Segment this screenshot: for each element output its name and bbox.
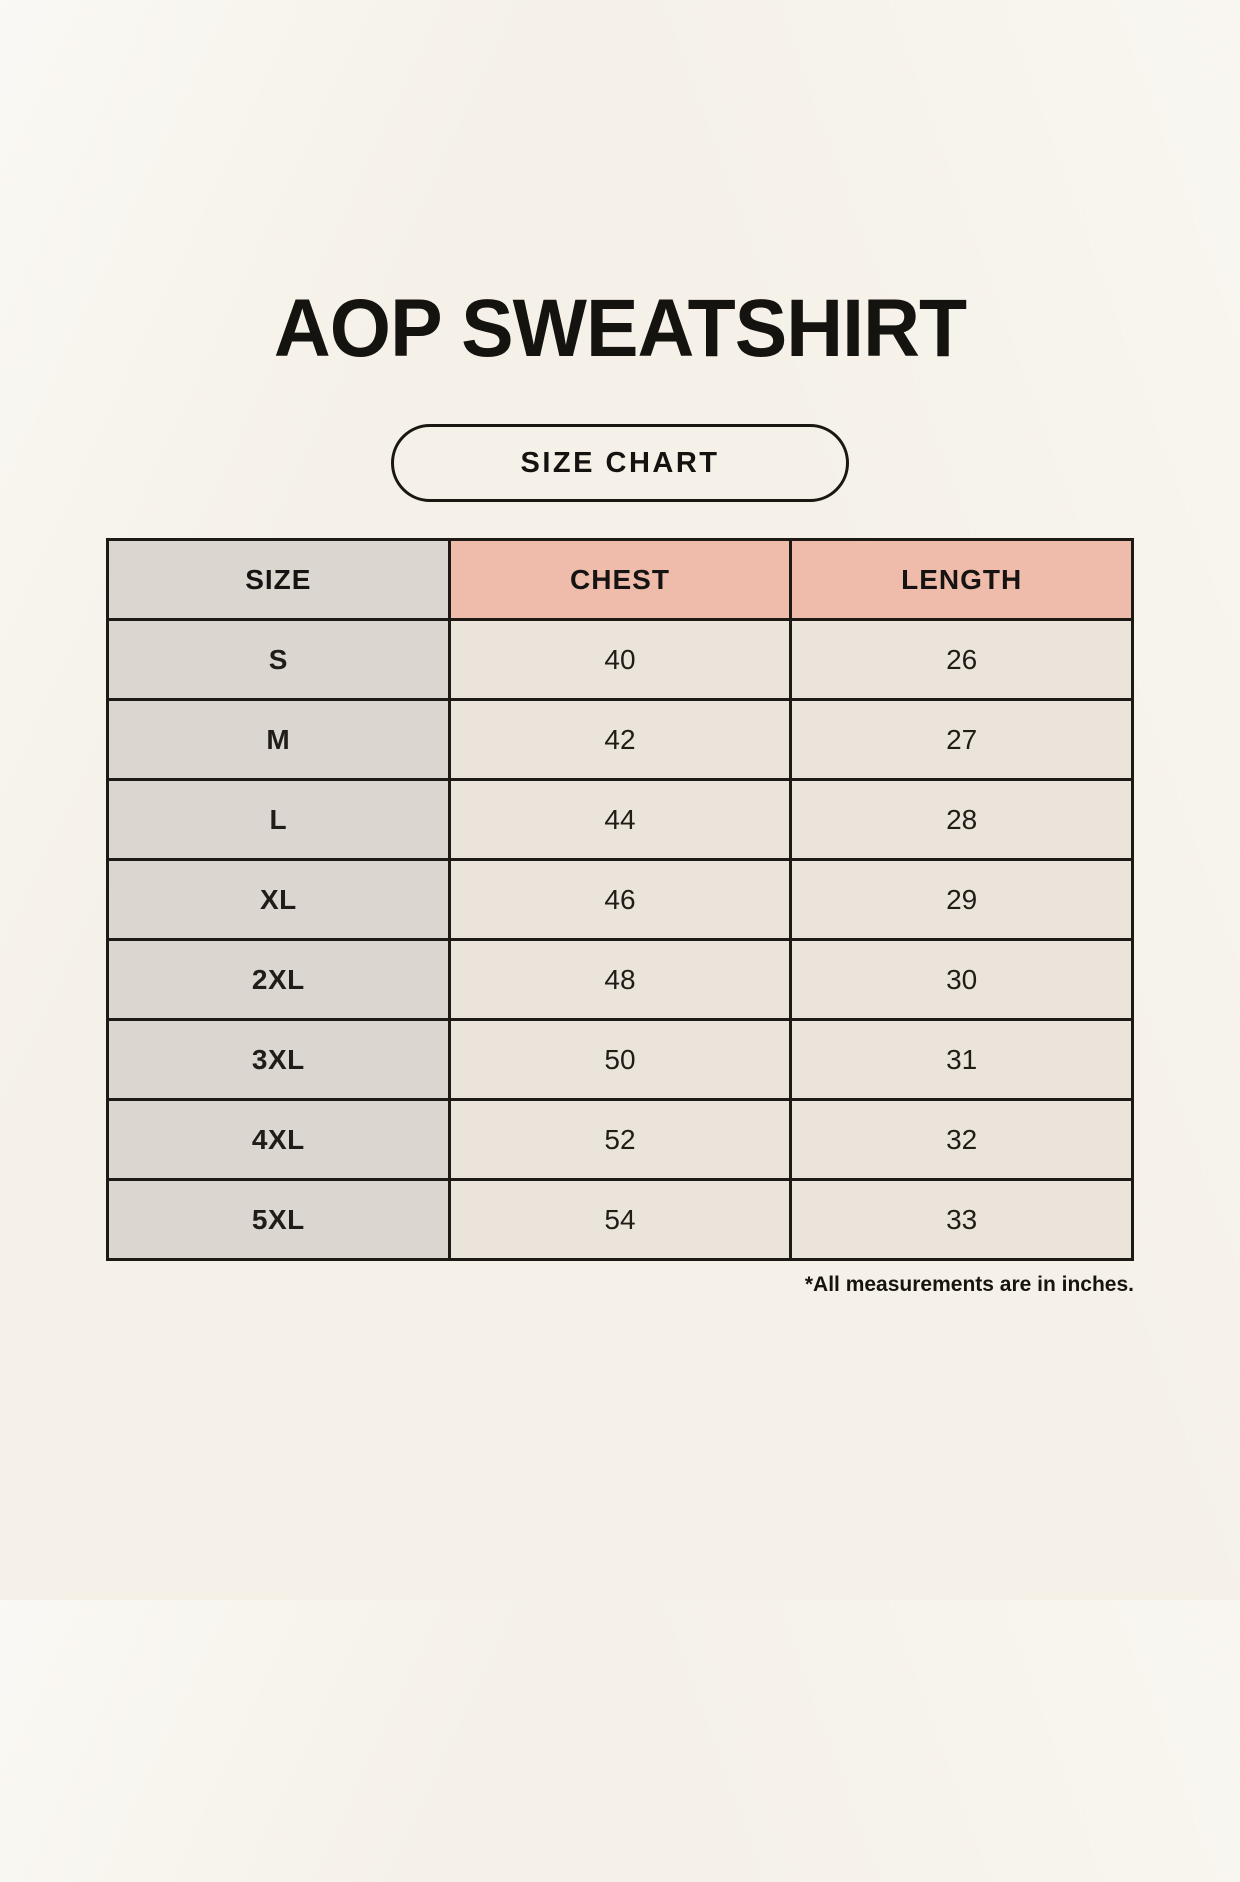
- chest-cell: 40: [447, 618, 793, 701]
- chest-cell: 44: [447, 778, 793, 861]
- size-cell: 5XL: [106, 1178, 451, 1261]
- length-cell: 30: [789, 938, 1134, 1021]
- size-cell: 2XL: [106, 938, 451, 1021]
- table-row: 3XL 50 31: [106, 1018, 1134, 1101]
- table-row: 5XL 54 33: [106, 1178, 1134, 1261]
- size-cell: L: [106, 778, 451, 861]
- page-title: AOP SWEATSHIRT: [273, 283, 967, 374]
- table-row: S 40 26: [106, 618, 1134, 701]
- length-cell: 33: [789, 1178, 1134, 1261]
- length-cell: 27: [789, 698, 1134, 781]
- table-row: 2XL 48 30: [106, 938, 1134, 1021]
- size-chart-page: AOP SWEATSHIRT SIZE CHART SIZE CHEST LEN…: [0, 282, 1240, 1882]
- size-table: SIZE CHEST LENGTH S 40 26 M 42 27 L 44 28 XL 46 29 2…: [106, 538, 1134, 1261]
- length-cell: 28: [789, 778, 1134, 861]
- chest-cell: 50: [447, 1018, 793, 1101]
- size-cell: 3XL: [106, 1018, 451, 1101]
- table-row: L 44 28: [106, 778, 1134, 861]
- size-table-header: SIZE CHEST LENGTH: [106, 538, 1134, 621]
- chest-cell: 54: [447, 1178, 793, 1261]
- table-row: M 42 27: [106, 698, 1134, 781]
- column-header-chest: CHEST: [447, 538, 793, 621]
- column-header-length: LENGTH: [789, 538, 1134, 621]
- length-cell: 32: [789, 1098, 1134, 1181]
- length-cell: 31: [789, 1018, 1134, 1101]
- size-table-wrap: SIZE CHEST LENGTH S 40 26 M 42 27 L 44 28 XL 46 29 2…: [106, 538, 1134, 1261]
- length-cell: 29: [789, 858, 1134, 941]
- column-header-size: SIZE: [106, 538, 451, 621]
- chest-cell: 52: [447, 1098, 793, 1181]
- table-row: XL 46 29: [106, 858, 1134, 941]
- size-chart-pill-wrap: SIZE CHART: [0, 424, 1240, 502]
- chest-cell: 48: [447, 938, 793, 1021]
- size-cell: XL: [106, 858, 451, 941]
- measurements-note: *All measurements are in inches.: [804, 1273, 1134, 1296]
- size-chart-badge: SIZE CHART: [391, 424, 849, 502]
- length-cell: 26: [789, 618, 1134, 701]
- size-cell: M: [106, 698, 451, 781]
- chest-cell: 42: [447, 698, 793, 781]
- header-row: SIZE CHEST LENGTH: [106, 538, 1134, 621]
- chest-cell: 46: [447, 858, 793, 941]
- size-table-body: S 40 26 M 42 27 L 44 28 XL 46 29 2XL 48 30 3XL 50 31 4XL 52…: [106, 618, 1134, 1261]
- table-row: 4XL 52 32: [106, 1098, 1134, 1181]
- size-cell: S: [106, 618, 451, 701]
- size-cell: 4XL: [106, 1098, 451, 1181]
